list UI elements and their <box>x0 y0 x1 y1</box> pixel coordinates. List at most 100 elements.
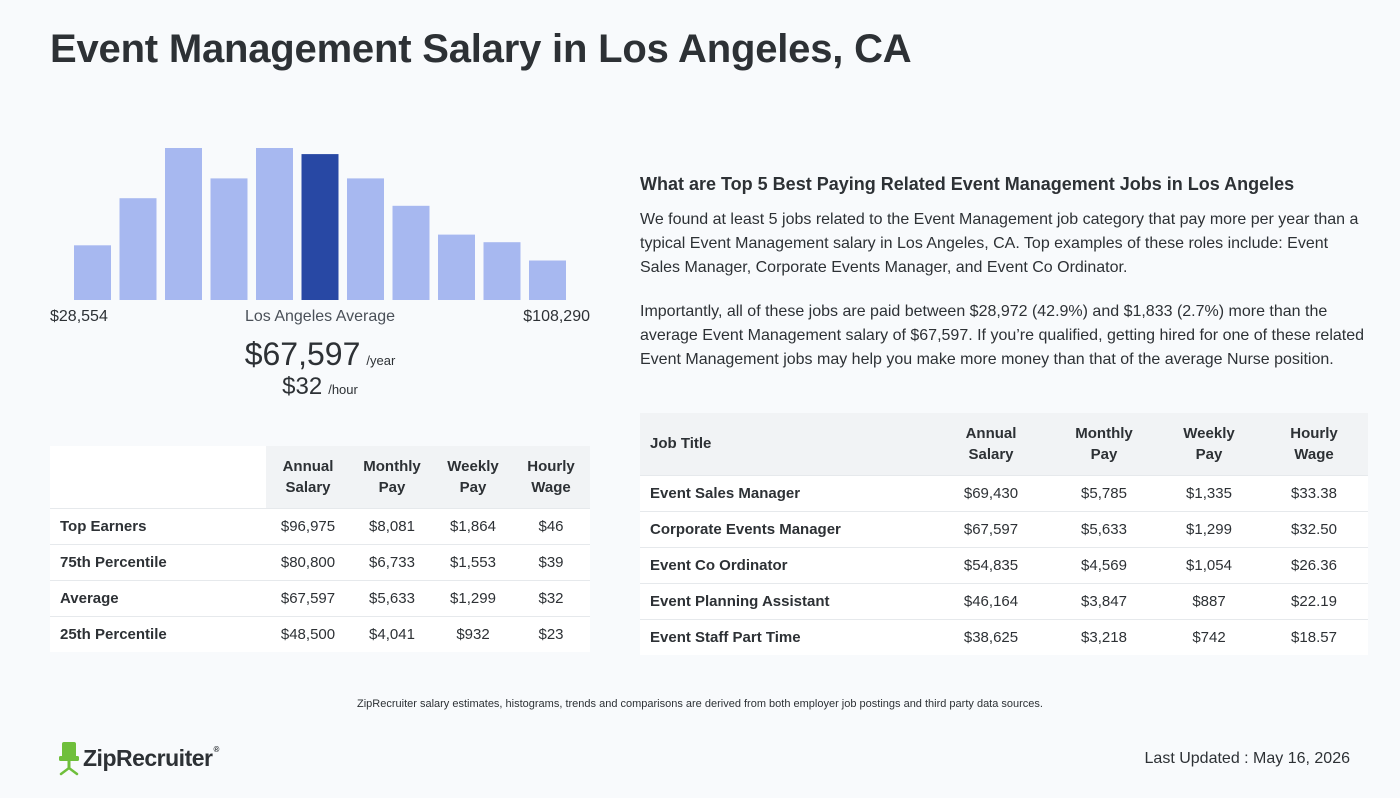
percentile-table: Annual Salary Monthly Pay Weekly Pay Hourly… <box>50 446 590 652</box>
average-yearly-value: $67,597 <box>244 336 361 372</box>
row-label: Top Earners <box>60 517 147 535</box>
monthly-cell: $5,785 <box>1081 484 1127 502</box>
header-monthly-pay: Monthly Pay <box>350 446 434 508</box>
histogram-bar <box>529 260 566 300</box>
histogram-range: $28,554 Los Angeles Average $108,290 <box>50 308 590 328</box>
disclaimer-text: ZipRecruiter salary estimates, histogram… <box>357 698 1043 710</box>
related-jobs-paragraph-2: Importantly, all of these jobs are paid … <box>640 303 1365 368</box>
hourly-cell: $46 <box>538 517 564 535</box>
histogram-svg <box>74 148 566 300</box>
row-label: Average <box>60 589 119 607</box>
jobs-header-row: Job Title Annual Salary Monthly Pay Weekly… <box>640 413 1368 475</box>
monthly-cell: $4,569 <box>1081 556 1127 574</box>
header-hourly-wage: Hourly Wage <box>512 446 590 508</box>
table-row: Event Staff Part Time $38,625 $3,218 $74… <box>640 619 1368 655</box>
header-annual-salary: Annual Salary <box>266 446 350 508</box>
histogram-bar <box>438 234 475 300</box>
chair-seat <box>59 756 79 761</box>
hourly-cell: $39 <box>538 553 564 571</box>
annual-cell: $67,597 <box>963 520 1019 538</box>
hourly-cell: $23 <box>538 625 564 643</box>
logo-text: ZipRecruiter® <box>83 744 219 771</box>
weekly-cell: $932 <box>456 625 490 643</box>
monthly-cell: $8,081 <box>369 517 415 535</box>
histogram-bar <box>165 148 202 300</box>
weekly-cell: $1,299 <box>450 589 496 607</box>
related-jobs-table: Job Title Annual Salary Monthly Pay Weekly… <box>640 413 1368 655</box>
percentile-header-row: Annual Salary Monthly Pay Weekly Pay Hourly… <box>50 446 590 508</box>
weekly-cell: $1,299 <box>1186 520 1232 538</box>
histogram-bar <box>119 198 157 300</box>
salary-histogram <box>50 140 590 302</box>
header-hourly-wage: Hourly Wage <box>1260 413 1368 475</box>
hourly-cell: $26.36 <box>1291 556 1337 574</box>
table-row: Top Earners $96,975 $8,081 $1,864 $46 <box>50 508 590 544</box>
histogram-center-label: Los Angeles Average <box>244 308 396 325</box>
average-hourly-value: $32 <box>282 373 323 400</box>
job-title-cell: Event Staff Part Time <box>650 628 801 646</box>
average-yearly: $67,597/year <box>50 336 590 373</box>
monthly-cell: $5,633 <box>369 589 415 607</box>
table-row: 75th Percentile $80,800 $6,733 $1,553 $3… <box>50 544 590 580</box>
histogram-bar-highlight <box>301 154 339 300</box>
last-updated: Last Updated : May 16, 2026 <box>1144 750 1350 767</box>
header-monthly-pay: Monthly Pay <box>1050 413 1158 475</box>
hourly-cell: $22.19 <box>1291 592 1337 610</box>
logo-trademark: ® <box>213 744 219 754</box>
average-hourly-unit: /hour <box>328 382 358 397</box>
hourly-cell: $18.57 <box>1291 628 1337 646</box>
monthly-cell: $6,733 <box>369 553 415 571</box>
histogram-max-label: $108,290 <box>523 308 590 325</box>
annual-cell: $69,430 <box>963 484 1019 502</box>
weekly-cell: $1,553 <box>450 553 496 571</box>
annual-cell: $38,625 <box>963 628 1019 646</box>
header-annual-salary: Annual Salary <box>932 413 1050 475</box>
histogram-bar <box>483 242 521 300</box>
related-jobs-paragraph-1: We found at least 5 jobs related to the … <box>640 211 1359 276</box>
histogram-bar <box>392 205 430 300</box>
row-label: 75th Percentile <box>60 553 167 571</box>
weekly-cell: $1,054 <box>1186 556 1232 574</box>
hourly-cell: $32 <box>538 589 564 607</box>
average-hourly: $32/hour <box>50 373 590 401</box>
ziprecruiter-logo[interactable]: ZipRecruiter® <box>58 740 219 776</box>
monthly-cell: $4,041 <box>369 625 415 643</box>
page-title: Event Management Salary in Los Angeles, … <box>50 27 912 71</box>
job-title-cell: Event Sales Manager <box>650 484 801 502</box>
histogram-min-label: $28,554 <box>50 308 108 325</box>
weekly-cell: $1,864 <box>450 517 496 535</box>
header-job-title: Job Title <box>640 413 932 475</box>
related-jobs-heading: What are Top 5 Best Paying Related Event… <box>640 174 1295 194</box>
hourly-cell: $33.38 <box>1291 484 1337 502</box>
annual-cell: $46,164 <box>963 592 1019 610</box>
histogram-bar <box>210 178 248 300</box>
weekly-cell: $887 <box>1192 592 1226 610</box>
histogram-bar <box>74 245 111 300</box>
table-row: Event Sales Manager $69,430 $5,785 $1,33… <box>640 475 1368 511</box>
job-title-cell: Corporate Events Manager <box>650 520 841 538</box>
annual-cell: $67,597 <box>280 589 336 607</box>
annual-cell: $54,835 <box>963 556 1019 574</box>
chair-back <box>62 742 76 758</box>
header-weekly-pay: Weekly Pay <box>434 446 512 508</box>
percentile-header-blank <box>50 446 266 508</box>
hourly-cell: $32.50 <box>1291 520 1337 538</box>
table-row: Event Planning Assistant $46,164 $3,847 … <box>640 583 1368 619</box>
row-label: 25th Percentile <box>60 625 167 643</box>
histogram-bar <box>256 148 293 300</box>
chair-post <box>67 761 71 768</box>
monthly-cell: $5,633 <box>1081 520 1127 538</box>
chair-feet <box>59 766 79 776</box>
monthly-cell: $3,847 <box>1081 592 1127 610</box>
table-row: Average $67,597 $5,633 $1,299 $32 <box>50 580 590 616</box>
table-row: 25th Percentile $48,500 $4,041 $932 $23 <box>50 616 590 652</box>
table-row: Event Co Ordinator $54,835 $4,569 $1,054… <box>640 547 1368 583</box>
average-yearly-unit: /year <box>366 353 396 368</box>
job-title-cell: Event Planning Assistant <box>650 592 830 610</box>
annual-cell: $96,975 <box>280 517 336 535</box>
annual-cell: $80,800 <box>280 553 336 571</box>
job-title-cell: Event Co Ordinator <box>650 556 788 574</box>
histogram-bar <box>347 178 384 300</box>
weekly-cell: $1,335 <box>1186 484 1232 502</box>
